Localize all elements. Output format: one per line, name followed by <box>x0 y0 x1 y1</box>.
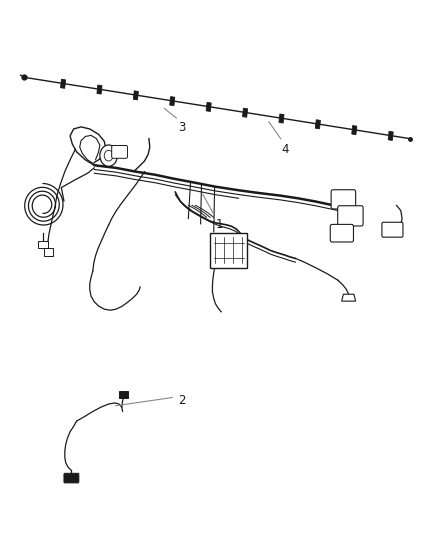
Bar <box>210 233 247 268</box>
Bar <box>38 241 48 248</box>
Text: 4: 4 <box>281 143 289 156</box>
Bar <box>60 79 66 88</box>
Text: 1: 1 <box>215 219 223 231</box>
Polygon shape <box>342 294 356 301</box>
FancyBboxPatch shape <box>338 206 363 226</box>
Bar <box>170 96 175 106</box>
FancyBboxPatch shape <box>382 222 403 237</box>
Bar <box>315 120 321 129</box>
Bar <box>388 131 393 140</box>
Circle shape <box>104 150 113 161</box>
Bar <box>279 114 284 123</box>
FancyBboxPatch shape <box>64 473 79 483</box>
Bar <box>133 91 138 100</box>
Bar <box>352 126 357 135</box>
Bar <box>44 248 53 256</box>
Bar <box>119 391 128 398</box>
FancyBboxPatch shape <box>331 190 356 209</box>
FancyBboxPatch shape <box>330 224 353 242</box>
Text: 2: 2 <box>178 394 186 407</box>
Bar <box>206 102 211 111</box>
Bar <box>97 85 102 94</box>
Bar <box>243 108 247 117</box>
Circle shape <box>100 145 117 166</box>
Text: 3: 3 <box>178 122 185 134</box>
FancyBboxPatch shape <box>112 146 127 158</box>
